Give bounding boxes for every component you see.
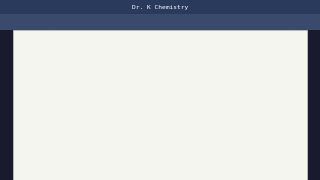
Text: $H_2O$: $H_2O$ (223, 33, 244, 47)
Text: g of  $CO_2$?: g of $CO_2$? (215, 106, 255, 119)
Text: 2: 2 (23, 33, 31, 46)
Text: 5: 5 (118, 32, 124, 41)
Text: Given:: Given: (26, 108, 50, 117)
Text: 2: 2 (119, 39, 123, 48)
Text: is burned?: is burned? (111, 93, 151, 102)
Text: +  5: + 5 (79, 64, 100, 74)
Text: Stoichiometry: Stoichiometry (22, 16, 95, 26)
Text: $C_2H_2$: $C_2H_2$ (88, 91, 108, 104)
Text: are produced when: are produced when (181, 80, 255, 89)
Text: $2\ CO_2$: $2\ CO_2$ (178, 33, 207, 47)
Text: 2 mol $C_2$ = 4 mol  $CO_2$: 2 mol $C_2$ = 4 mol $CO_2$ (82, 126, 177, 139)
Text: $CO_2$: $CO_2$ (165, 78, 181, 91)
Text: +: + (104, 35, 112, 45)
Text: 35.0 g of: 35.0 g of (32, 93, 66, 102)
Text: How many grams of: How many grams of (32, 80, 109, 89)
Text: 2: 2 (24, 64, 30, 74)
Text: +  2: + 2 (192, 64, 212, 74)
Text: $H_2O$: $H_2O$ (213, 62, 234, 76)
Text: Dr. K Chemistry: Dr. K Chemistry (132, 5, 188, 10)
Text: $O_2$: $O_2$ (104, 62, 117, 76)
Circle shape (17, 64, 37, 75)
Text: 4: 4 (146, 64, 153, 74)
Text: $C_2H_2$: $C_2H_2$ (66, 33, 90, 47)
Text: $O_2$: $O_2$ (133, 33, 146, 47)
Text: 35.0g $C_2H_2$: 35.0g $C_2H_2$ (69, 106, 113, 119)
Text: $CO_2$: $CO_2$ (163, 62, 183, 76)
Text: $C_2H_2$: $C_2H_2$ (42, 62, 67, 76)
Text: Want:: Want: (181, 108, 203, 117)
Text: +: + (214, 35, 222, 45)
Circle shape (139, 64, 160, 75)
